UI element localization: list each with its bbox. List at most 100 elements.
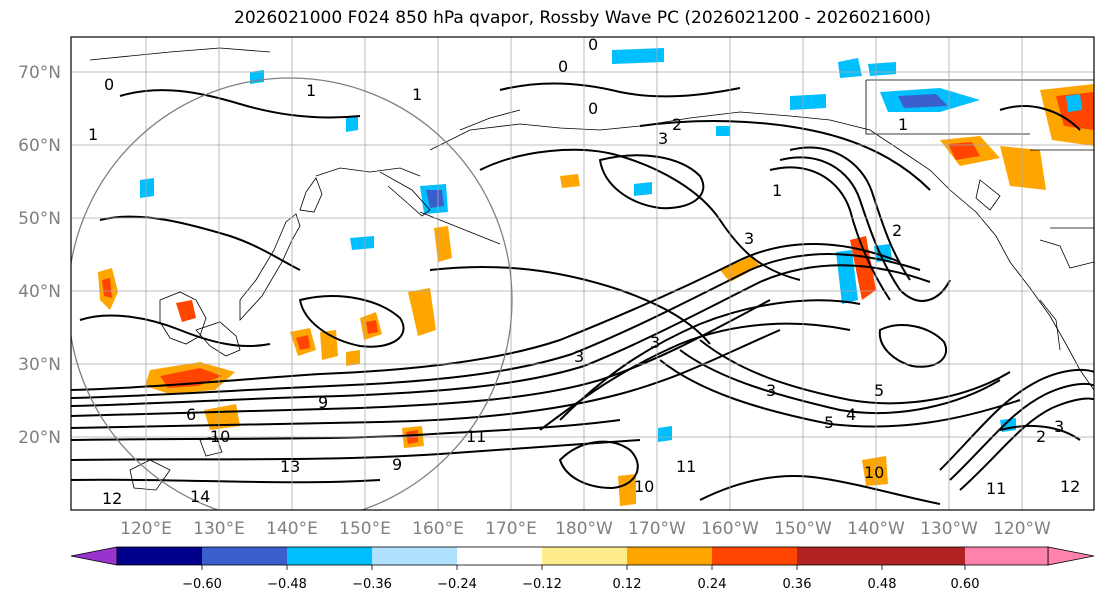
lon-label: 140°E xyxy=(266,519,318,539)
colorbar-tick-label: 0.24 xyxy=(698,577,727,592)
contour-label: 2 xyxy=(672,115,682,134)
negative-anomaly-patch xyxy=(612,48,664,64)
anomaly-shading xyxy=(98,48,1094,506)
colorbar-tick-label: −0.36 xyxy=(352,577,392,592)
negative-anomaly-patch xyxy=(898,94,948,108)
contour-label: 2 xyxy=(892,221,902,240)
colorbar-tick-label: 0.48 xyxy=(868,577,897,592)
lat-label: 50°N xyxy=(18,209,61,229)
lon-label: 160°W xyxy=(701,519,759,539)
positive-anomaly-patch xyxy=(296,335,310,350)
contour-label: 0 xyxy=(588,35,598,54)
positive-anomaly-patch xyxy=(366,320,378,334)
latitude-labels: 70°N 60°N 50°N 40°N 30°N 20°N xyxy=(18,63,61,448)
contour-label: 3 xyxy=(744,229,754,248)
lon-label: 150°W xyxy=(774,519,832,539)
rossby-wave-circle xyxy=(71,77,513,510)
contour-label: 10 xyxy=(210,427,230,446)
negative-anomaly-patch xyxy=(346,116,358,132)
colorbar-outline xyxy=(116,546,1049,566)
contour-label: 5 xyxy=(824,413,834,432)
contour-label: 6 xyxy=(186,405,196,424)
colorbar-segment xyxy=(202,547,287,565)
colorbar: −0.60 −0.48 −0.36 −0.24 −0.12 0.12 0.24 … xyxy=(70,546,1095,592)
positive-anomaly-patch xyxy=(408,288,436,336)
contour-label: 10 xyxy=(864,463,884,482)
negative-anomaly-patch xyxy=(790,94,826,110)
lon-label: 140°W xyxy=(847,519,905,539)
colorbar-extend-right xyxy=(1047,546,1095,566)
contour-label: 9 xyxy=(392,455,402,474)
positive-anomaly-patch xyxy=(948,142,980,160)
colorbar-tick-label: −0.12 xyxy=(522,577,562,592)
contour-label: 0 xyxy=(558,57,568,76)
lat-label: 30°N xyxy=(18,355,61,375)
colorbar-tick-labels: −0.60 −0.48 −0.36 −0.24 −0.12 0.12 0.24 … xyxy=(182,577,979,592)
positive-anomaly-patch xyxy=(160,368,222,388)
colorbar-segment xyxy=(117,547,202,565)
contour-label: 13 xyxy=(280,457,300,476)
contour-label: 5 xyxy=(874,381,884,400)
contour-label: 1 xyxy=(772,181,782,200)
contour-label: 11 xyxy=(676,457,696,476)
positive-anomaly-patch xyxy=(862,456,888,486)
contour-label: 14 xyxy=(190,487,210,506)
contour-label: 3 xyxy=(658,129,668,148)
colorbar-segment xyxy=(627,547,712,565)
contour-label: 0 xyxy=(588,99,598,118)
contour-label: 4 xyxy=(846,405,856,424)
lon-label: 150°E xyxy=(339,519,391,539)
colorbar-tick-label: 0.36 xyxy=(783,577,812,592)
lon-label: 130°E xyxy=(193,519,245,539)
lon-label: 160°E xyxy=(412,519,464,539)
positive-anomaly-patch xyxy=(204,404,240,430)
contour-label: 3 xyxy=(650,333,660,352)
negative-anomaly-patch xyxy=(716,126,730,136)
colorbar-segment xyxy=(712,547,797,565)
positive-anomaly-patch xyxy=(102,278,112,298)
negative-anomaly-patch xyxy=(838,58,862,78)
coastlines xyxy=(89,47,1094,491)
colorbar-segment xyxy=(457,547,542,565)
lon-label: 180°W xyxy=(555,519,613,539)
colorbar-extend-left xyxy=(70,546,118,566)
positive-anomaly-patch xyxy=(618,474,636,506)
colorbar-segment xyxy=(797,547,882,565)
lat-label: 20°N xyxy=(18,428,61,448)
colorbar-segment xyxy=(965,547,1048,565)
contour-label: 2 xyxy=(1036,427,1046,446)
contour-label: 11 xyxy=(986,479,1006,498)
lat-label: 70°N xyxy=(18,63,61,83)
negative-anomaly-patch xyxy=(350,236,374,250)
map-panel xyxy=(71,37,1094,510)
colorbar-segment xyxy=(542,547,627,565)
negative-anomaly-patch xyxy=(868,62,896,76)
contour-label: 10 xyxy=(634,477,654,496)
colorbar-tick-label: 0.60 xyxy=(951,577,980,592)
negative-anomaly-patch xyxy=(426,190,444,208)
colorbar-ticks xyxy=(201,565,966,570)
contour-label: 3 xyxy=(574,347,584,366)
lon-label: 170°W xyxy=(628,519,686,539)
negative-anomaly-patch xyxy=(658,426,672,442)
contour-label: 0 xyxy=(104,75,114,94)
contour-lines xyxy=(71,82,1094,505)
lon-label: 130°W xyxy=(920,519,978,539)
colorbar-tick-label: −0.60 xyxy=(182,577,222,592)
contour-label-group: 0 0 0 0 1 1 1 2 3 1 2 3 3 3 3 5 4 5 9 6 … xyxy=(88,35,1080,508)
lon-label: 170°E xyxy=(485,519,537,539)
longitude-labels: 120°E 130°E 140°E 150°E 160°E 170°E 180°… xyxy=(120,519,1051,539)
positive-anomaly-patch xyxy=(560,174,580,188)
lon-label: 120°W xyxy=(993,519,1051,539)
positive-anomaly-patch xyxy=(346,350,360,366)
lat-label: 60°N xyxy=(18,136,61,156)
contour-label: 3 xyxy=(1054,417,1064,436)
colorbar-tick-label: −0.24 xyxy=(437,577,477,592)
contour-label: 1 xyxy=(88,125,98,144)
contour-label: 11 xyxy=(466,427,486,446)
contour-label: 1 xyxy=(306,81,316,100)
negative-anomaly-patch xyxy=(634,182,652,196)
lon-label: 120°E xyxy=(120,519,172,539)
contour-label: 1 xyxy=(898,115,908,134)
